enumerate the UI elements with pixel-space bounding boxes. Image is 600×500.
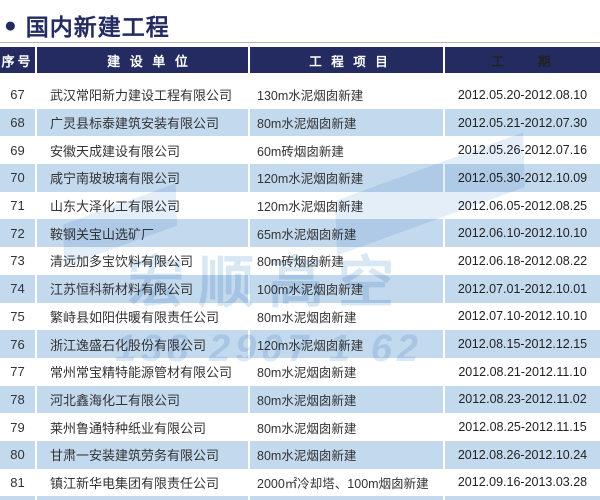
cell-no: 73: [0, 247, 35, 275]
cell-no: 75: [0, 302, 35, 331]
cell-no: 78: [0, 385, 35, 414]
divider-line: [0, 42, 600, 43]
table-row: 69 安徽天成建设有限公司 60m砖烟囱新建 2012.05.26-2012.07.1…: [0, 136, 600, 165]
cell-no: 76: [0, 330, 35, 358]
table-row-partial: [0, 496, 600, 500]
cell-no: 68: [0, 108, 35, 137]
cell-company: 安徽天成建设有限公司: [37, 136, 248, 165]
projects-table: 序号 建 设 单 位 工 程 项 目 工 期 67 武汉常阳新力建设工程有限公司 1…: [0, 47, 600, 500]
cell-no: 77: [0, 357, 35, 386]
cell-project: 80m水泥烟囱新建: [250, 302, 443, 331]
page-title: 国内新建工程: [25, 14, 170, 40]
table-row: 75 繁峙县如阳供暖有限责任公司 80m水泥烟囱新建 2012.07.10-2012.…: [0, 302, 600, 331]
cell-company: 咸宁南玻玻璃有限公司: [37, 164, 248, 192]
column-header-company: 建 设 单 位: [37, 47, 248, 73]
cell-company: 山东大泽化工有限公司: [37, 191, 248, 220]
table-row: 80 甘肃一安装建筑劳务有限公司 80m水泥烟囱新建 2012.08.26-2012.…: [0, 440, 600, 469]
cell-period: 2012.08.25-2012.11.15: [445, 413, 600, 441]
cell-no: 74: [0, 274, 35, 303]
cell-period: 2012.05.26-2012.07.16: [445, 136, 600, 165]
cell-project: 80m水泥烟囱新建: [250, 108, 443, 137]
column-header-no: 序号: [0, 47, 35, 73]
cell-period: 2012.08.26-2012.10.24: [445, 440, 600, 469]
table-row: 67 武汉常阳新力建设工程有限公司 130m水泥烟囱新建 2012.05.20-201…: [0, 81, 600, 109]
cell-no: 70: [0, 164, 35, 192]
cell-period: 2012.09.16-2013.03.28: [445, 468, 600, 497]
table-row: 74 江苏恒科新材料有限公司 100m水泥烟囱新建 2012.07.01-2012.1…: [0, 274, 600, 303]
cell-company: 莱州鲁通特种纸业有限公司: [37, 413, 248, 441]
cell-project: 130m水泥烟囱新建: [250, 81, 443, 109]
table-row: 81 镇江新华电集团有限责任公司 2000㎡冷却塔、100m烟囱新建 2012.09.…: [0, 468, 600, 497]
table-header-row: 序号 建 设 单 位 工 程 项 目 工 期: [0, 47, 600, 73]
cell-project: 65m水泥烟囱新建: [250, 219, 443, 248]
cell-period: 2012.07.10-2012.10.10: [445, 302, 600, 331]
cell-project: 80m水泥烟囱新建: [250, 357, 443, 386]
cell-company: 鞍钢关宝山选矿厂: [37, 219, 248, 248]
cell-project: 60m砖烟囱新建: [250, 136, 443, 165]
cell-company: 广灵县标泰建筑安装有限公司: [37, 108, 248, 137]
cell-company: 江苏恒科新材料有限公司: [37, 274, 248, 303]
table-row: 71 山东大泽化工有限公司 120m水泥烟囱新建 2012.06.05-2012.08…: [0, 191, 600, 220]
cell-no: 71: [0, 191, 35, 220]
cell-no: 81: [0, 468, 35, 497]
cell-project: 80m水泥烟囱新建: [250, 413, 443, 441]
cell-project: 80m砖烟囱新建: [250, 247, 443, 275]
cell-empty: [0, 496, 35, 500]
cell-period: 2012.08.21-2012.11.10: [445, 357, 600, 386]
cell-project: 120m水泥烟囱新建: [250, 330, 443, 358]
cell-company: 常州常宝精特能源管材有限公司: [37, 357, 248, 386]
cell-project: 120m水泥烟囱新建: [250, 191, 443, 220]
table-body: 67 武汉常阳新力建设工程有限公司 130m水泥烟囱新建 2012.05.20-201…: [0, 81, 600, 500]
cell-project: 80m水泥烟囱新建: [250, 440, 443, 469]
column-header-project: 工 程 项 目: [250, 47, 443, 73]
cell-project: 120m水泥烟囱新建: [250, 164, 443, 192]
cell-project: 80m水泥烟囱新建: [250, 385, 443, 414]
table-row: 72 鞍钢关宝山选矿厂 65m水泥烟囱新建 2012.06.10-2012.10.10: [0, 219, 600, 248]
cell-period: 2012.06.18-2012.08.22: [445, 247, 600, 275]
cell-no: 67: [0, 81, 35, 109]
table-row: 73 清远加多宝饮料有限公司 80m砖烟囱新建 2012.06.18-2012.08.…: [0, 247, 600, 275]
table-row: 77 常州常宝精特能源管材有限公司 80m水泥烟囱新建 2012.08.21-2012…: [0, 357, 600, 386]
cell-no: 69: [0, 136, 35, 165]
column-header-period: 工 期: [445, 47, 600, 73]
cell-period: 2012.06.10-2012.10.10: [445, 219, 600, 248]
cell-empty: [445, 496, 600, 500]
cell-period: 2012.07.01-2012.10.01: [445, 274, 600, 303]
cell-empty: [37, 496, 248, 500]
cell-period: 2012.05.20-2012.08.10: [445, 81, 600, 109]
table-row: 76 浙江逸盛石化股份有限公司 120m水泥烟囱新建 2012.08.15-2012.…: [0, 330, 600, 358]
table-row: 79 莱州鲁通特种纸业有限公司 80m水泥烟囱新建 2012.08.25-2012.1…: [0, 413, 600, 441]
cell-company: 繁峙县如阳供暖有限责任公司: [37, 302, 248, 331]
table-row: 68 广灵县标泰建筑安装有限公司 80m水泥烟囱新建 2012.05.21-2012.…: [0, 108, 600, 137]
cell-no: 79: [0, 413, 35, 441]
cell-project: 2000㎡冷却塔、100m烟囱新建: [250, 468, 443, 497]
cell-company: 浙江逸盛石化股份有限公司: [37, 330, 248, 358]
cell-company: 河北鑫海化工有限公司: [37, 385, 248, 414]
table-row: 78 河北鑫海化工有限公司 80m水泥烟囱新建 2012.08.23-2012.11.…: [0, 385, 600, 414]
bullet-icon: ●: [4, 13, 17, 37]
cell-company: 镇江新华电集团有限责任公司: [37, 468, 248, 497]
table-row: 70 咸宁南玻玻璃有限公司 120m水泥烟囱新建 2012.05.30-2012.10…: [0, 164, 600, 192]
cell-period: 2012.08.15-2012.12.15: [445, 330, 600, 358]
cell-period: 2012.08.23-2012.11.02: [445, 385, 600, 414]
cell-company: 武汉常阳新力建设工程有限公司: [37, 81, 248, 109]
cell-empty: [250, 496, 443, 500]
cell-no: 72: [0, 219, 35, 248]
cell-company: 甘肃一安装建筑劳务有限公司: [37, 440, 248, 469]
cell-project: 100m水泥烟囱新建: [250, 274, 443, 303]
cell-period: 2012.05.21-2012.07.30: [445, 108, 600, 137]
cell-company: 清远加多宝饮料有限公司: [37, 247, 248, 275]
section-title-bar: ● 国内新建工程: [4, 8, 170, 42]
cell-period: 2012.06.05-2012.08.25: [445, 191, 600, 220]
cell-period: 2012.05.30-2012.10.09: [445, 164, 600, 192]
cell-no: 80: [0, 440, 35, 469]
